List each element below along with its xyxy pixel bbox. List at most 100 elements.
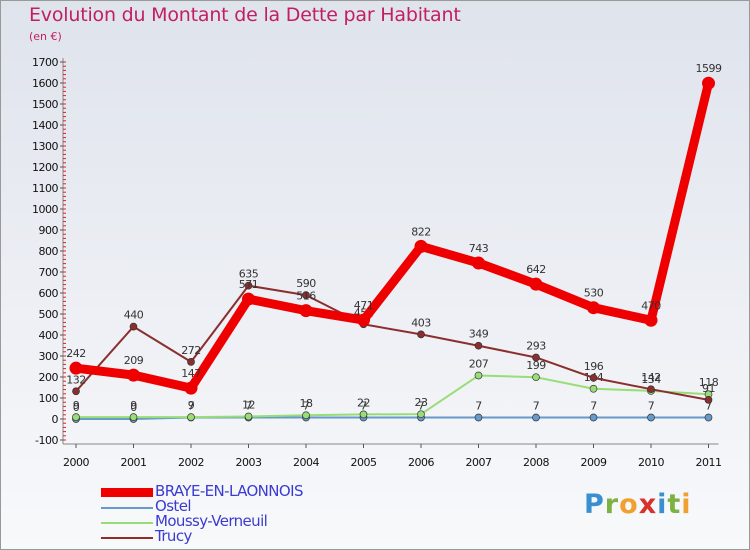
logo-letter: t: [667, 489, 682, 520]
y-tick-label: 1700: [32, 56, 58, 69]
series-point-moussy-verneuil: [417, 410, 425, 419]
data-label-trucy: 635: [239, 268, 259, 281]
series-point-moussy-verneuil: [589, 384, 598, 393]
series-point-ostel: [474, 413, 483, 422]
data-label-moussy-verneuil: 199: [526, 359, 546, 372]
data-label-moussy-verneuil: 22: [357, 396, 370, 409]
data-label-braye-en-laonnois: 642: [526, 263, 546, 276]
series-point-trucy: [129, 322, 138, 331]
x-tick-label: 2008: [523, 456, 549, 469]
series-point-braye-en-laonnois: [644, 313, 658, 327]
data-label-braye-en-laonnois: 516: [296, 290, 316, 303]
data-label-moussy-verneuil: 118: [699, 376, 719, 389]
data-label-braye-en-laonnois: 1599: [696, 62, 722, 75]
data-label-trucy: 142: [641, 371, 661, 384]
data-label-moussy-verneuil: 12: [242, 398, 255, 411]
data-label-ostel: 7: [590, 400, 597, 413]
x-tick-label: 2001: [121, 456, 147, 469]
x-tick-label: 2002: [178, 456, 204, 469]
x-tick-label: 2004: [293, 456, 319, 469]
series-point-trucy: [302, 291, 310, 299]
data-label-ostel: 7: [475, 400, 482, 413]
series-point-moussy-verneuil: [187, 413, 195, 421]
x-tick-label: 2000: [63, 456, 89, 469]
data-label-ostel: 7: [360, 400, 367, 413]
x-tick-label: 2011: [696, 456, 722, 469]
x-tick-label: 2010: [638, 456, 664, 469]
data-label-braye-en-laonnois: 209: [124, 354, 144, 367]
data-label-trucy: 91: [702, 382, 715, 395]
proxiti-logo: Proxiti: [584, 489, 692, 520]
x-tick-label: 2003: [236, 456, 262, 469]
series-point-moussy-verneuil: [244, 412, 253, 421]
data-label-braye-en-laonnois: 743: [469, 242, 489, 255]
data-label-ostel: 7: [533, 400, 540, 413]
data-label-braye-en-laonnois: 471: [354, 299, 374, 312]
y-tick-label: 700: [39, 266, 59, 279]
legend-label: BRAYE-EN-LAONNOIS: [155, 482, 303, 500]
series-point-braye-en-laonnois: [529, 277, 543, 291]
data-label-braye-en-laonnois: 571: [239, 278, 259, 291]
legend-label: Ostel: [155, 497, 192, 515]
y-tick-label: 600: [39, 287, 59, 300]
data-label-ostel: 7: [648, 400, 655, 413]
series-point-ostel: [704, 413, 713, 422]
data-label-moussy-verneuil: 9: [73, 399, 80, 412]
data-label-moussy-verneuil: 23: [415, 396, 428, 409]
series-point-ostel: [647, 413, 655, 422]
data-label-ostel: 0: [130, 401, 137, 414]
logo-letter: o: [619, 489, 639, 520]
x-tick-label: 2005: [351, 456, 377, 469]
logo-letter: r: [604, 489, 620, 520]
logo-letter: i: [681, 489, 692, 520]
legend-swatch: [101, 522, 153, 524]
series-point-trucy: [704, 396, 713, 404]
series-point-braye-en-laonnois: [357, 313, 370, 327]
series-point-moussy-verneuil: [129, 413, 138, 421]
data-label-ostel: 7: [418, 400, 425, 413]
series-point-braye-en-laonnois: [242, 292, 255, 306]
series-point-moussy-verneuil: [72, 413, 80, 421]
series-point-moussy-verneuil: [359, 410, 368, 419]
data-label-braye-en-laonnois: 530: [584, 287, 604, 300]
y-tick-label: 1000: [32, 203, 58, 216]
series-point-trucy: [187, 358, 195, 366]
data-label-trucy: 272: [181, 344, 201, 357]
data-label-ostel: 0: [73, 401, 80, 414]
y-tick-label: 1100: [32, 182, 58, 195]
series-point-ostel: [532, 413, 540, 422]
series-line-trucy: [75, 284, 710, 401]
logo-letter: P: [584, 489, 605, 520]
data-label-ostel: 7: [705, 400, 712, 413]
y-tick-label: 200: [39, 371, 59, 384]
y-tick-label: 300: [39, 350, 59, 363]
series-point-trucy: [589, 373, 598, 382]
series-point-braye-en-laonnois: [184, 381, 198, 395]
series-point-braye-en-laonnois: [127, 368, 140, 382]
y-tick-label: 1500: [32, 98, 58, 111]
series-line-moussy-verneuil: [75, 374, 710, 419]
series-point-moussy-verneuil: [532, 373, 540, 382]
series-point-braye-en-laonnois: [299, 304, 313, 318]
logo-letter: i: [657, 489, 668, 520]
series-point-trucy: [647, 385, 655, 394]
series-point-moussy-verneuil: [302, 411, 310, 420]
series-point-braye-en-laonnois: [587, 301, 600, 315]
data-label-ostel: 7: [245, 400, 252, 413]
legend-label: Trucy: [155, 527, 192, 545]
data-label-braye-en-laonnois: 147: [181, 367, 201, 380]
y-tick-label: 1600: [32, 77, 58, 90]
data-label-trucy: 293: [526, 339, 546, 352]
series-point-trucy: [532, 353, 540, 362]
x-tick-label: 2006: [408, 456, 434, 469]
series-point-trucy: [474, 341, 483, 350]
y-tick-label: -100: [35, 434, 58, 447]
data-label-trucy: 403: [411, 316, 431, 329]
data-label-moussy-verneuil: 134: [641, 373, 661, 386]
chart-title: Evolution du Montant de la Dette par Hab…: [29, 4, 461, 26]
data-label-braye-en-laonnois: 470: [641, 299, 661, 312]
data-label-ostel: 7: [188, 400, 195, 413]
series-point-moussy-verneuil: [474, 371, 483, 380]
data-label-moussy-verneuil: 207: [469, 358, 489, 371]
